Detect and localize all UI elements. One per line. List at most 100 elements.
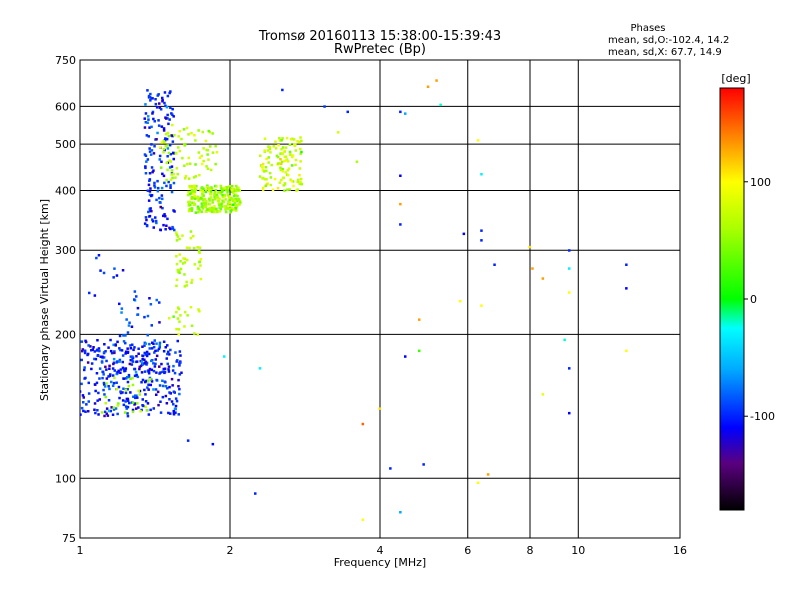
data-point (194, 197, 197, 201)
data-point (172, 411, 176, 415)
data-point (279, 162, 283, 166)
data-point (113, 351, 116, 355)
colorbar-tick-label: -100 (750, 410, 775, 423)
data-point (168, 398, 171, 401)
data-point (102, 356, 106, 359)
data-point (93, 294, 97, 297)
data-point (169, 412, 172, 415)
data-point (151, 220, 155, 223)
data-point (174, 397, 178, 400)
data-point (157, 186, 160, 190)
data-point (201, 130, 204, 134)
data-point (288, 150, 292, 154)
data-point (361, 422, 365, 426)
data-point (161, 384, 165, 388)
data-point (141, 404, 144, 407)
data-point (150, 149, 154, 152)
data-point (147, 118, 150, 121)
data-point (158, 106, 162, 109)
data-point (126, 347, 129, 350)
data-point (169, 152, 172, 156)
data-point (115, 372, 118, 376)
data-point (134, 396, 137, 400)
data-point (161, 370, 164, 374)
data-point (119, 368, 123, 371)
data-point (230, 203, 233, 206)
data-point (166, 344, 169, 347)
data-point (104, 365, 107, 369)
y-tick-label: 200 (55, 328, 76, 341)
data-point (168, 143, 172, 147)
data-point (167, 122, 170, 126)
data-point (290, 138, 293, 141)
data-point (162, 147, 166, 151)
data-point (126, 351, 129, 354)
y-tick-label: 600 (55, 100, 76, 113)
data-point (103, 410, 107, 414)
data-point (480, 173, 483, 176)
data-point (204, 199, 208, 203)
data-point (143, 344, 146, 347)
data-point (111, 384, 115, 387)
data-point (228, 185, 232, 188)
data-point (211, 201, 214, 204)
data-point (235, 184, 238, 188)
data-point (283, 189, 286, 192)
data-point (89, 345, 92, 348)
data-point (210, 206, 214, 210)
data-point (165, 137, 169, 141)
data-point (99, 355, 102, 358)
data-point (93, 350, 96, 353)
y-tick-label: 100 (55, 472, 76, 485)
data-point (121, 399, 125, 402)
data-point (103, 414, 106, 418)
data-point (143, 370, 147, 373)
data-point (254, 492, 257, 495)
data-point (189, 236, 193, 240)
data-point (153, 351, 156, 354)
data-point (138, 389, 142, 393)
data-point (292, 138, 296, 141)
data-point (148, 96, 152, 99)
data-point (155, 354, 159, 358)
data-point (204, 205, 208, 209)
data-point (171, 227, 175, 230)
data-point (102, 381, 106, 385)
data-point (143, 362, 146, 365)
data-point (146, 158, 150, 161)
data-point (147, 183, 151, 187)
data-point (129, 358, 132, 362)
data-point (162, 214, 165, 218)
data-point (119, 371, 122, 374)
data-point (204, 139, 208, 143)
data-point (161, 206, 164, 210)
data-point (160, 186, 164, 190)
data-point (148, 126, 151, 129)
data-point (124, 341, 127, 345)
data-point (205, 165, 208, 168)
data-point (300, 182, 303, 186)
data-point (218, 190, 221, 194)
data-point (187, 200, 190, 204)
data-point (239, 201, 242, 204)
data-point (124, 400, 127, 403)
data-point (147, 372, 151, 375)
data-point (164, 144, 167, 148)
data-point (219, 184, 223, 188)
data-point (115, 388, 119, 391)
data-point (280, 148, 283, 151)
data-point (144, 165, 147, 168)
data-point (206, 153, 209, 156)
data-point (144, 172, 148, 175)
data-point (220, 205, 224, 208)
data-point (625, 263, 628, 266)
data-point (88, 291, 91, 295)
data-point (155, 138, 158, 141)
data-point (279, 157, 282, 161)
data-point (274, 147, 278, 150)
data-point (120, 349, 124, 352)
data-point (265, 157, 268, 161)
data-point (108, 374, 112, 378)
data-point (268, 171, 272, 175)
data-point (399, 110, 402, 114)
